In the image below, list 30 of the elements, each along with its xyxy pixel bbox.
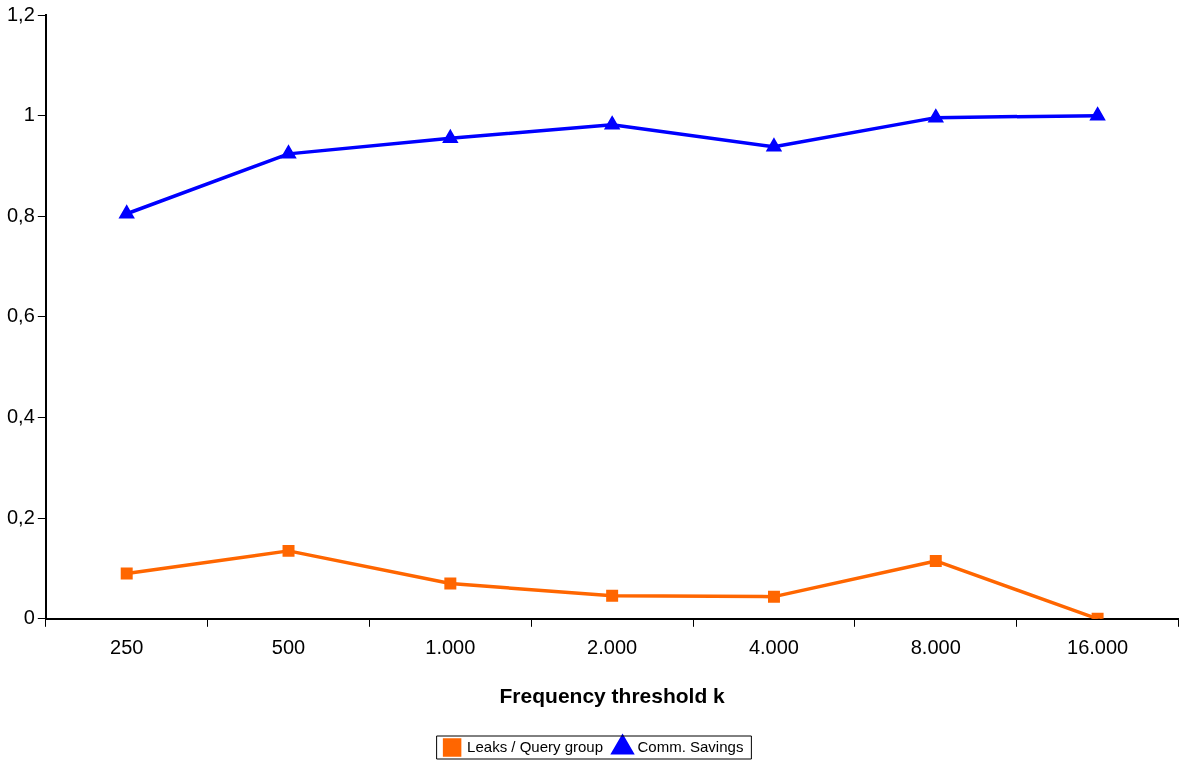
point (929, 554, 942, 567)
x-tick-label: 500 (271, 636, 306, 659)
x-tick-label: 1.000 (425, 636, 476, 659)
y-tick-label: 0,2 (6, 505, 35, 528)
legend-label: Leaks / Query group (467, 737, 604, 755)
point (120, 567, 133, 580)
point (606, 589, 619, 602)
point (928, 109, 943, 123)
x-tick-label: 8.000 (910, 636, 961, 659)
point (282, 544, 295, 557)
x-tick-label: 16.000 (1067, 636, 1129, 659)
point (1090, 107, 1105, 121)
point (767, 590, 780, 603)
y-tick-label: 1,2 (6, 2, 35, 25)
x-axis-title: Frequency threshold k (499, 684, 726, 708)
point (281, 146, 296, 159)
point (442, 128, 459, 144)
x-tick-label: 2.000 (587, 636, 638, 659)
point (605, 116, 620, 130)
y-tick-label: 0,6 (6, 304, 35, 327)
y-tick-label: 1 (23, 103, 35, 126)
x-tick-label: 250 (110, 636, 144, 659)
y-tick-label: 0 (23, 606, 35, 629)
x-tick-label: 4.000 (748, 636, 799, 659)
point (444, 577, 457, 590)
y-tick-label: 0,4 (6, 405, 35, 428)
point (767, 139, 781, 152)
y-tick-label: 0,8 (6, 203, 35, 226)
legend-label: Comm. Savings (637, 737, 744, 755)
point (119, 206, 134, 219)
